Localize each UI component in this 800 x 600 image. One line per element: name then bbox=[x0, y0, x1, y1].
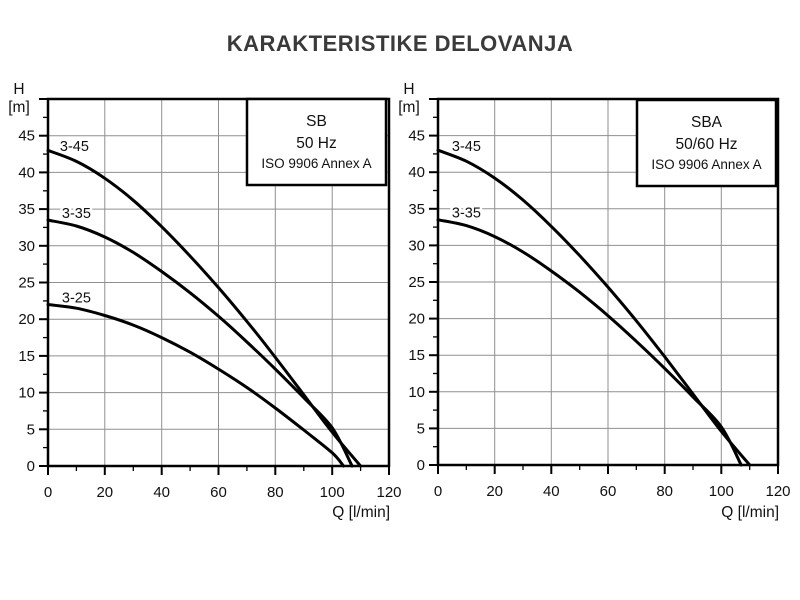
chart-SB: 0 20 40 60 80 100 120 0 5 10 15 20 25 30 35 40 45 H[m] Q [… bbox=[8, 81, 401, 521]
x-axis-title: Q [l/min] bbox=[332, 504, 390, 521]
legend-standard: ISO 9906 Annex A bbox=[261, 156, 371, 171]
y-tick-label: 45 bbox=[408, 128, 425, 145]
x-tick-label: 80 bbox=[267, 484, 284, 501]
curve-label-3-45: 3-45 bbox=[452, 139, 481, 155]
y-tick-label: 10 bbox=[18, 385, 35, 402]
y-tick-label: 0 bbox=[27, 458, 35, 475]
x-tick-label: 80 bbox=[656, 483, 673, 500]
y-tick-label: 15 bbox=[408, 347, 425, 364]
y-axis-title-symbol: H bbox=[13, 81, 24, 98]
page-title: KARAKTERISTIKE DELOVANJA bbox=[226, 31, 574, 56]
x-axis-title: Q [l/min] bbox=[721, 504, 779, 521]
x-tick-label: 40 bbox=[153, 484, 170, 501]
curve-label-3-45: 3-45 bbox=[60, 139, 89, 155]
y-tick-label: 35 bbox=[18, 201, 35, 218]
y-tick-label: 15 bbox=[18, 348, 35, 365]
chart-SBA: 0 20 40 60 80 100 120 0 5 10 15 20 25 30 35 40 45 H[m] Q [… bbox=[398, 81, 790, 521]
curve-label-3-25: 3-25 bbox=[62, 290, 91, 306]
legend-box bbox=[635, 98, 778, 188]
y-tick-label: 20 bbox=[18, 311, 35, 328]
y-axis-title-unit: [m] bbox=[8, 99, 30, 116]
plot-frame bbox=[436, 97, 780, 467]
x-tick-label: 0 bbox=[434, 483, 442, 500]
y-tick-label: 5 bbox=[27, 421, 35, 438]
curve-label-3-35: 3-35 bbox=[452, 206, 481, 222]
curve-3-35 bbox=[46, 218, 354, 468]
y-tick-label: 25 bbox=[408, 274, 425, 291]
legend-frequency: 50/60 Hz bbox=[675, 136, 737, 153]
y-tick-label: 5 bbox=[417, 420, 425, 437]
legend-box bbox=[245, 97, 388, 187]
y-tick-label: 30 bbox=[18, 238, 35, 255]
y-tick-label: 20 bbox=[408, 311, 425, 328]
curve-3-45 bbox=[46, 148, 363, 468]
x-tick-label: 20 bbox=[486, 483, 503, 500]
legend-standard: ISO 9906 Annex A bbox=[651, 157, 761, 172]
plot-frame bbox=[46, 97, 391, 468]
curve-3-35 bbox=[436, 218, 743, 467]
curve-label-3-35: 3-35 bbox=[62, 206, 91, 222]
x-tick-label: 0 bbox=[44, 484, 52, 501]
x-tick-label: 40 bbox=[543, 483, 560, 500]
y-axis-title-symbol: H bbox=[403, 81, 414, 98]
curve-3-45 bbox=[436, 148, 752, 467]
x-tick-label: 120 bbox=[765, 483, 790, 500]
x-tick-label: 60 bbox=[210, 484, 227, 501]
y-tick-label: 30 bbox=[408, 237, 425, 254]
y-tick-label: 45 bbox=[18, 128, 35, 145]
legend-model: SBA bbox=[691, 114, 723, 131]
y-tick-label: 25 bbox=[18, 275, 35, 292]
y-tick-label: 40 bbox=[18, 164, 35, 181]
y-tick-label: 10 bbox=[408, 384, 425, 401]
y-tick-label: 40 bbox=[408, 164, 425, 181]
y-axis-title-unit: [m] bbox=[398, 99, 420, 116]
y-tick-label: 0 bbox=[417, 457, 425, 474]
x-tick-label: 120 bbox=[376, 484, 401, 501]
x-tick-label: 60 bbox=[600, 483, 617, 500]
x-tick-label: 100 bbox=[709, 483, 734, 500]
legend-model: SB bbox=[306, 113, 327, 130]
curve-3-25 bbox=[46, 303, 345, 468]
x-tick-label: 20 bbox=[96, 484, 113, 501]
x-tick-label: 100 bbox=[320, 484, 345, 501]
y-tick-label: 35 bbox=[408, 201, 425, 218]
legend-frequency: 50 Hz bbox=[296, 135, 337, 152]
